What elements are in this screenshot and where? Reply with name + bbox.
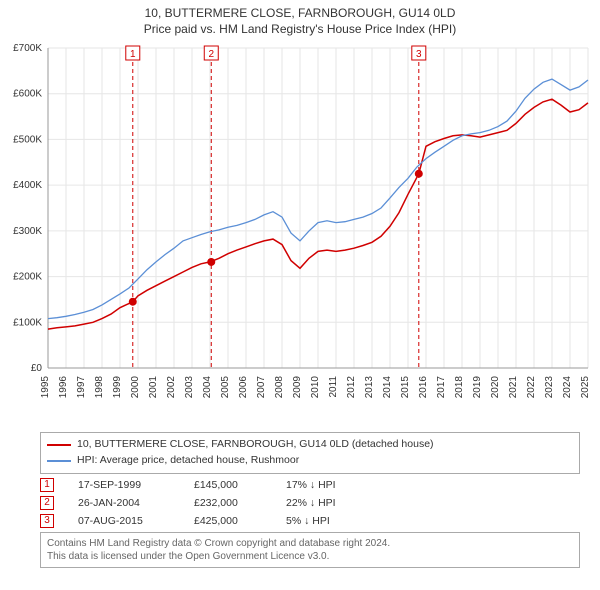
transaction-table: 1 17-SEP-1999 £145,000 17% ↓ HPI 2 26-JAN-200…: [40, 478, 580, 528]
x-tick-label: 2023: [544, 376, 555, 399]
transaction-row-date: 26-JAN-2004: [78, 497, 170, 509]
x-tick-label: 2006: [238, 376, 249, 399]
transaction-point: [207, 258, 215, 266]
x-tick-label: 2025: [580, 376, 591, 399]
x-tick-label: 2010: [310, 376, 321, 399]
transaction-row-marker: 1: [40, 478, 54, 492]
y-tick-label: £600K: [13, 89, 42, 100]
y-tick-label: £0: [31, 363, 43, 374]
legend-label: 10, BUTTERMERE CLOSE, FARNBOROUGH, GU14 …: [77, 437, 434, 453]
y-tick-label: £700K: [13, 43, 42, 54]
x-tick-label: 2024: [562, 376, 573, 399]
y-tick-label: £500K: [13, 134, 42, 145]
chart-title: 10, BUTTERMERE CLOSE, FARNBOROUGH, GU14 …: [0, 0, 600, 38]
legend-row: 10, BUTTERMERE CLOSE, FARNBOROUGH, GU14 …: [47, 437, 573, 453]
x-tick-label: 2015: [400, 376, 411, 399]
price-chart: £0 £100K £200K £300K £400K £500K £600K £700K 199…: [0, 38, 600, 428]
transaction-point: [129, 298, 137, 306]
x-tick-label: 2001: [148, 376, 159, 399]
y-tick-label: £200K: [13, 272, 42, 283]
transaction-row: 1 17-SEP-1999 £145,000 17% ↓ HPI: [40, 478, 580, 492]
x-tick-label: 2002: [166, 376, 177, 399]
x-tick-label: 2018: [454, 376, 465, 399]
transaction-row-price: £145,000: [194, 479, 262, 491]
x-tick-label: 1999: [112, 376, 123, 399]
x-tick-label: 2012: [346, 376, 357, 399]
x-tick-label: 1995: [40, 376, 51, 399]
transaction-row: 3 07-AUG-2015 £425,000 5% ↓ HPI: [40, 514, 580, 528]
transaction-row-price: £232,000: [194, 497, 262, 509]
x-tick-label: 1996: [58, 376, 69, 399]
x-tick-label: 2007: [256, 376, 267, 399]
x-tick-label: 2017: [436, 376, 447, 399]
legend: 10, BUTTERMERE CLOSE, FARNBOROUGH, GU14 …: [40, 432, 580, 474]
x-tick-label: 2009: [292, 376, 303, 399]
transaction-row-price: £425,000: [194, 515, 262, 527]
x-tick-label: 1997: [76, 376, 87, 399]
x-tick-label: 2011: [328, 376, 339, 398]
transaction-row-marker: 2: [40, 496, 54, 510]
chart-area: £0 £100K £200K £300K £400K £500K £600K £700K 199…: [0, 38, 600, 428]
y-tick-label: £300K: [13, 226, 42, 237]
x-tick-label: 1998: [94, 376, 105, 399]
transaction-row-diff: 5% ↓ HPI: [286, 515, 366, 527]
x-tick-label: 2016: [418, 376, 429, 399]
transaction-marker-number: 1: [130, 49, 136, 60]
footer-line-2: This data is licensed under the Open Gov…: [47, 550, 573, 563]
title-line-1: 10, BUTTERMERE CLOSE, FARNBOROUGH, GU14 …: [0, 6, 600, 20]
footer-attribution: Contains HM Land Registry data © Crown c…: [40, 532, 580, 568]
x-tick-label: 2003: [184, 376, 195, 399]
transaction-row-diff: 22% ↓ HPI: [286, 497, 366, 509]
x-tick-label: 2014: [382, 376, 393, 399]
x-tick-label: 2008: [274, 376, 285, 399]
transaction-marker-number: 3: [416, 49, 422, 60]
legend-swatch: [47, 460, 71, 462]
transaction-row-diff: 17% ↓ HPI: [286, 479, 366, 491]
footer-line-1: Contains HM Land Registry data © Crown c…: [47, 537, 573, 550]
x-tick-label: 2004: [202, 376, 213, 399]
x-tick-label: 2021: [508, 376, 519, 399]
transaction-row-date: 07-AUG-2015: [78, 515, 170, 527]
y-tick-label: £400K: [13, 180, 42, 191]
x-tick-label: 2000: [130, 376, 141, 399]
x-tick-label: 2022: [526, 376, 537, 399]
x-tick-label: 2005: [220, 376, 231, 399]
legend-swatch: [47, 444, 71, 446]
transaction-row-marker: 3: [40, 514, 54, 528]
x-tick-label: 2019: [472, 376, 483, 399]
transaction-row: 2 26-JAN-2004 £232,000 22% ↓ HPI: [40, 496, 580, 510]
transaction-marker-number: 2: [208, 49, 214, 60]
x-tick-label: 2013: [364, 376, 375, 399]
legend-label: HPI: Average price, detached house, Rush…: [77, 453, 299, 469]
y-tick-label: £100K: [13, 317, 42, 328]
legend-row: HPI: Average price, detached house, Rush…: [47, 453, 573, 469]
title-line-2: Price paid vs. HM Land Registry's House …: [0, 22, 600, 36]
x-tick-label: 2020: [490, 376, 501, 399]
transaction-point: [415, 170, 423, 178]
transaction-row-date: 17-SEP-1999: [78, 479, 170, 491]
